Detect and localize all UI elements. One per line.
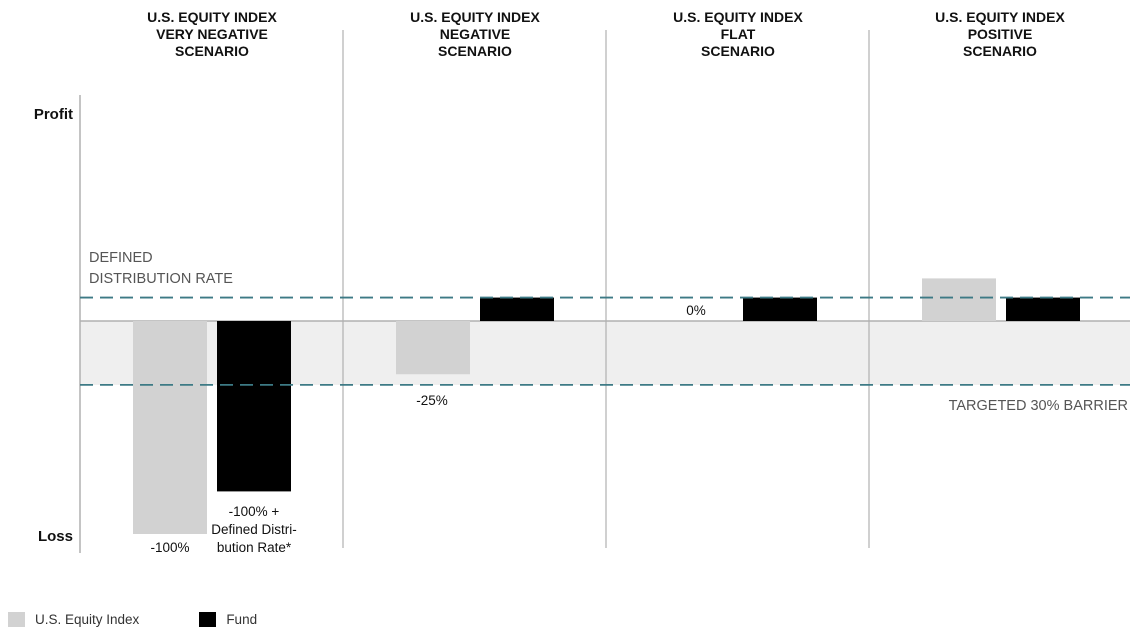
scenario-header-line: SCENARIO (701, 43, 775, 59)
index-value-label: -100% (150, 540, 189, 555)
scenario-header-line: SCENARIO (175, 43, 249, 59)
scenario-header-line: SCENARIO (438, 43, 512, 59)
bar-fund (217, 321, 291, 492)
index-value-label: 0% (686, 303, 706, 318)
profit-label: Profit (34, 106, 73, 123)
scenario-header-line: U.S. EQUITY INDEX (935, 9, 1065, 25)
bar-index (922, 278, 996, 321)
scenario-header-line: NEGATIVE (440, 26, 511, 42)
scenario-header-line: VERY NEGATIVE (156, 26, 268, 42)
fund-value-label: bution Rate* (217, 540, 292, 555)
loss-label: Loss (38, 528, 73, 545)
scenario-header-line: U.S. EQUITY INDEX (147, 9, 277, 25)
bar-index (396, 321, 470, 375)
bar-fund (1006, 297, 1080, 321)
legend: U.S. Equity Index Fund (8, 612, 317, 627)
scenario-header-line: SCENARIO (963, 43, 1037, 59)
fund-value-label: Defined Distri- (211, 522, 297, 537)
scenario-header-line: U.S. EQUITY INDEX (410, 9, 540, 25)
legend-label-fund: Fund (226, 612, 258, 627)
bar-fund (480, 297, 554, 321)
scenario-header-line: FLAT (721, 26, 756, 42)
bar-index (133, 321, 207, 534)
distribution-rate-annotation: DEFINED (89, 250, 153, 266)
bar-fund (743, 297, 817, 321)
legend-item-index: U.S. Equity Index (8, 612, 139, 627)
legend-label-index: U.S. Equity Index (35, 612, 140, 627)
distribution-rate-annotation: DISTRIBUTION RATE (89, 271, 233, 287)
legend-item-fund: Fund (199, 612, 257, 627)
barrier-annotation: TARGETED 30% BARRIER (949, 398, 1128, 414)
fund-value-label: -100% + (229, 504, 280, 519)
index-value-label: -25% (416, 393, 448, 408)
scenario-header-line: POSITIVE (968, 26, 1033, 42)
scenario-header-line: U.S. EQUITY INDEX (673, 9, 803, 25)
legend-swatch-fund (199, 612, 217, 627)
legend-swatch-index (8, 612, 25, 627)
